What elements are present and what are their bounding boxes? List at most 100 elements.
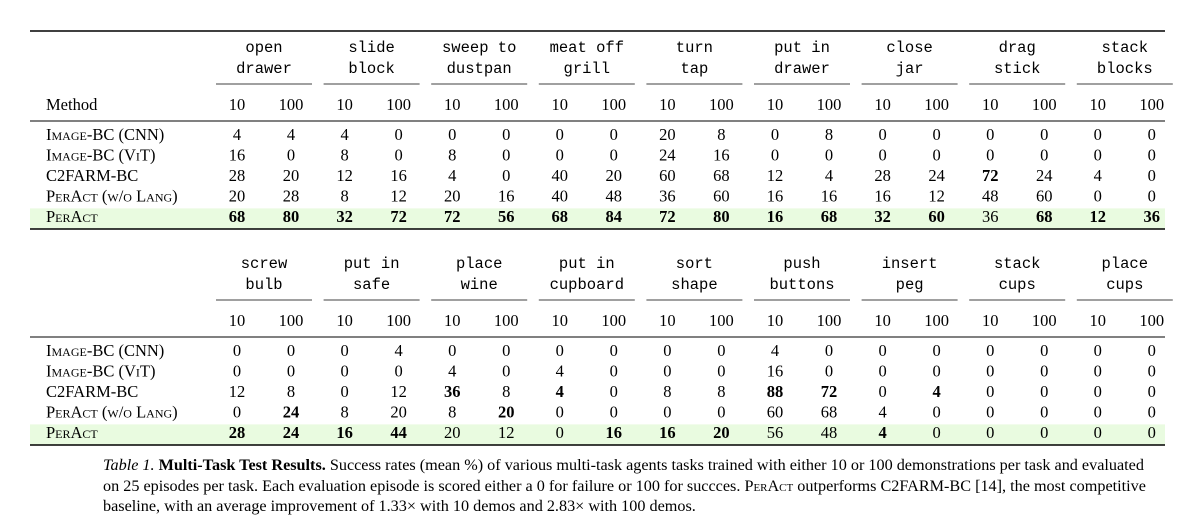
method-name: PerAct (w/o Lang) [46,187,178,206]
demo-count: 100 [601,95,626,114]
task-name: peg [896,276,924,294]
cell-value: 8 [448,145,456,164]
demo-count: 10 [336,311,353,330]
cell-value: 4 [340,125,348,144]
cell-value: 8 [340,403,348,422]
task-name: slide [348,39,395,57]
method-name: PerAct (w/o Lang) [46,403,178,422]
cell-value: 68 [713,166,730,185]
cell-value: 0 [1040,145,1048,164]
cell-value: 0 [556,125,564,144]
cell-value: 60 [659,166,676,185]
caption-text: outperforms C2FARM-BC [14], the most com… [103,476,1146,516]
task-name: screw [241,255,288,273]
cell-value: 4 [233,125,241,144]
cell-value: 0 [556,341,564,360]
cell-value: 8 [825,125,833,144]
cell-value: 0 [825,145,833,164]
demo-count: 10 [982,311,999,330]
cell-value: 0 [340,382,348,401]
cell-value: 20 [444,423,461,442]
cell-value: 0 [1040,125,1048,144]
cell-value: 16 [659,423,676,442]
cell-value: 0 [986,145,994,164]
cell-value: 0 [610,403,618,422]
demo-count: 100 [494,95,519,114]
cell-value: 48 [821,423,838,442]
demo-count: 10 [659,311,676,330]
cell-value: 0 [1094,423,1102,442]
cell-value: 0 [394,145,402,164]
cell-value: 24 [283,403,300,422]
demo-count: 10 [444,95,461,114]
cell-value: 4 [825,166,833,185]
cell-value: 0 [1040,361,1048,380]
cell-value: 4 [448,166,456,185]
cell-value: 36 [982,207,999,226]
cell-value: 0 [986,341,994,360]
cell-value: 72 [444,207,461,226]
cell-value: 0 [932,125,940,144]
cell-value: 0 [878,361,886,380]
task-name: place [456,255,503,273]
cell-value: 0 [233,403,241,422]
cell-value: 4 [448,361,456,380]
cell-value: 0 [1148,145,1156,164]
cell-value: 36 [659,187,676,206]
cell-value: 0 [610,125,618,144]
cell-value: 68 [229,207,246,226]
cell-value: 8 [340,187,348,206]
task-name: buttons [769,276,834,294]
cell-value: 12 [1090,207,1107,226]
task-name: meat off [550,39,624,57]
task-name: drag [999,39,1036,57]
task-name: insert [882,255,938,273]
cell-value: 0 [502,361,510,380]
cell-value: 20 [390,403,407,422]
demo-count: 10 [552,311,569,330]
demo-count: 10 [767,311,784,330]
demo-count: 100 [924,311,949,330]
cell-value: 60 [928,207,945,226]
cell-value: 16 [767,361,784,380]
cell-value: 0 [986,382,994,401]
cell-value: 0 [610,361,618,380]
cell-value: 8 [502,382,510,401]
cell-value: 60 [1036,187,1053,206]
cell-value: 0 [502,166,510,185]
task-name: grill [564,60,611,78]
cell-value: 16 [713,145,730,164]
demo-count: 10 [336,95,353,114]
cell-value: 0 [1040,403,1048,422]
cell-value: 8 [717,382,725,401]
task-name: drawer [774,60,830,78]
caption-method: PerAct [744,476,794,495]
cell-value: 0 [771,125,779,144]
cell-value: 8 [340,145,348,164]
cell-value: 16 [767,207,784,226]
task-name: safe [353,276,390,294]
cell-value: 32 [874,207,891,226]
task-name: put in [559,255,615,273]
task-name: turn [676,39,713,57]
cell-value: 0 [610,341,618,360]
demo-count: 10 [659,95,676,114]
cell-value: 12 [229,382,246,401]
cell-value: 16 [498,187,515,206]
task-name: put in [344,255,400,273]
task-name: push [783,255,820,273]
demo-count: 10 [874,95,891,114]
cell-value: 48 [982,187,999,206]
cell-value: 0 [663,361,671,380]
cell-value: 12 [928,187,945,206]
demo-count: 10 [767,95,784,114]
cell-value: 68 [821,403,838,422]
cell-value: 4 [878,423,886,442]
cell-value: 0 [717,341,725,360]
cell-value: 72 [982,166,999,185]
cell-value: 24 [283,423,300,442]
task-name: jar [896,60,924,78]
cell-value: 0 [932,341,940,360]
task-name: bulb [245,276,282,294]
cell-value: 16 [390,166,407,185]
